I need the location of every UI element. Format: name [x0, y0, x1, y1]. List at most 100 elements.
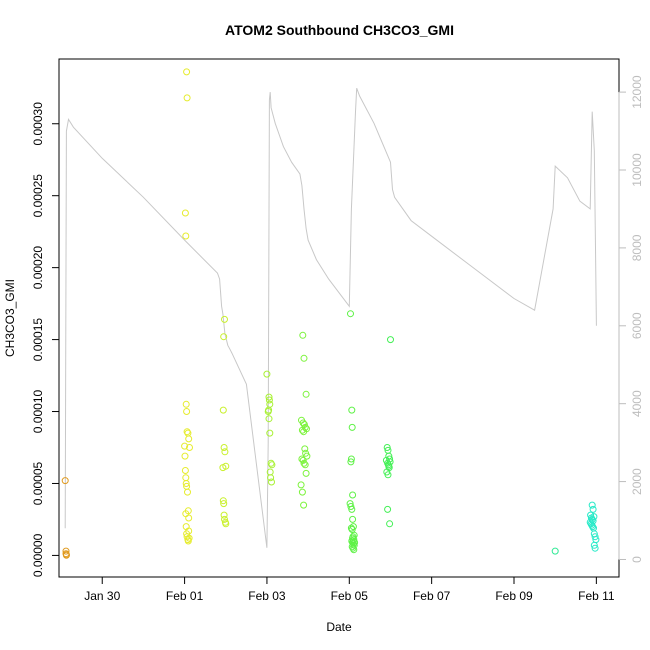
- data-point: [62, 551, 70, 559]
- data-point: [219, 497, 227, 505]
- data-point: [266, 400, 274, 408]
- data-point: [265, 393, 273, 401]
- y2-tick-label: 6000: [630, 312, 644, 339]
- data-point: [268, 478, 275, 486]
- y-tick-label: 0.00010: [31, 389, 45, 433]
- data-point: [183, 408, 191, 415]
- data-point: [182, 480, 190, 487]
- data-point: [221, 515, 228, 523]
- altitude-line-layer: [64, 88, 597, 548]
- data-point: [184, 488, 191, 496]
- data-point: [263, 370, 271, 378]
- data-point: [222, 520, 230, 528]
- y-tick-label: 0.00025: [31, 174, 45, 218]
- x-tick-label: Feb 09: [495, 589, 533, 603]
- data-point: [386, 520, 394, 528]
- data-point: [264, 408, 272, 415]
- x-axis: Jan 30 Feb 01 Feb 03 Feb 05 Feb 07 Feb 09 Feb …: [84, 576, 615, 603]
- data-point: [303, 452, 311, 460]
- data-point: [587, 511, 595, 519]
- data-point: [298, 455, 306, 463]
- data-point: [383, 444, 391, 451]
- data-point: [590, 513, 598, 521]
- data-point: [182, 474, 190, 482]
- data-point: [182, 232, 190, 240]
- data-point: [185, 435, 193, 443]
- data-point: [183, 94, 191, 102]
- y2-tick-label: 10000: [630, 153, 644, 187]
- data-point: [184, 537, 192, 545]
- data-point: [591, 533, 599, 541]
- data-point: [347, 503, 355, 510]
- data-point: [589, 523, 597, 531]
- x-tick-label: Feb 07: [413, 589, 451, 603]
- data-point: [302, 469, 310, 477]
- y-tick-label: 0.00020: [31, 246, 45, 290]
- data-point: [62, 547, 70, 555]
- data-point: [351, 539, 359, 546]
- data-point: [267, 474, 275, 482]
- data-point: [301, 445, 309, 453]
- data-point: [221, 315, 228, 323]
- data-point: [302, 390, 310, 398]
- data-point: [349, 515, 357, 523]
- y2-tick-label: 4000: [630, 390, 644, 417]
- data-point: [61, 477, 69, 485]
- data-point: [384, 471, 392, 479]
- data-point: [347, 455, 355, 463]
- data-point: [299, 419, 307, 427]
- y2-tick-label: 12000: [630, 75, 644, 109]
- data-point: [181, 209, 189, 217]
- data-point: [183, 533, 191, 541]
- data-point: [385, 462, 393, 470]
- data-point: [300, 428, 308, 436]
- data-point: [300, 354, 308, 362]
- data-point: [298, 426, 306, 434]
- y-tick-label: 0.00000: [31, 533, 45, 577]
- data-point: [349, 491, 357, 499]
- data-point: [183, 428, 191, 436]
- data-point: [300, 459, 308, 467]
- data-point: [299, 331, 307, 339]
- chart-title: ATOM2 Southbound CH3CO3_GMI: [225, 22, 454, 38]
- data-point: [266, 429, 274, 437]
- y-tick-label: 0.00015: [31, 318, 45, 362]
- data-point: [350, 546, 358, 554]
- data-point: [301, 461, 309, 469]
- data-point: [181, 467, 189, 474]
- x-axis-label: Date: [326, 620, 352, 634]
- data-point: [347, 524, 355, 532]
- data-point: [350, 531, 358, 539]
- data-point: [386, 458, 394, 466]
- data-point: [182, 400, 190, 408]
- data-point: [181, 452, 189, 460]
- data-point: [347, 458, 355, 466]
- data-point: [265, 415, 273, 423]
- data-point: [384, 505, 392, 513]
- data-point: [181, 442, 189, 450]
- data-point: [220, 511, 228, 519]
- data-point: [220, 333, 228, 341]
- x-tick-label: Jan 30: [84, 589, 120, 603]
- data-point: [298, 488, 306, 496]
- altitude-line: [64, 88, 597, 548]
- data-point: [348, 505, 356, 513]
- data-point: [299, 456, 307, 464]
- plot-frame: [58, 58, 620, 578]
- y-axis: 0.00000 0.00005 0.00010 0.00015 0.00020 0.000…: [31, 102, 60, 577]
- data-point: [182, 523, 190, 531]
- data-point: [300, 501, 308, 509]
- data-point: [348, 406, 356, 414]
- y2-tick-label: 8000: [630, 234, 644, 261]
- data-point: [591, 544, 599, 552]
- y-tick-label: 0.00005: [31, 461, 45, 505]
- data-point: [219, 464, 227, 472]
- x-tick-label: Feb 01: [166, 589, 204, 603]
- y-tick-label: 0.00030: [31, 102, 45, 146]
- data-point: [551, 547, 559, 555]
- data-point: [589, 505, 597, 513]
- y-axis-label: CH3CO3_GMI: [3, 279, 17, 357]
- data-point: [219, 406, 227, 414]
- data-point: [590, 541, 598, 549]
